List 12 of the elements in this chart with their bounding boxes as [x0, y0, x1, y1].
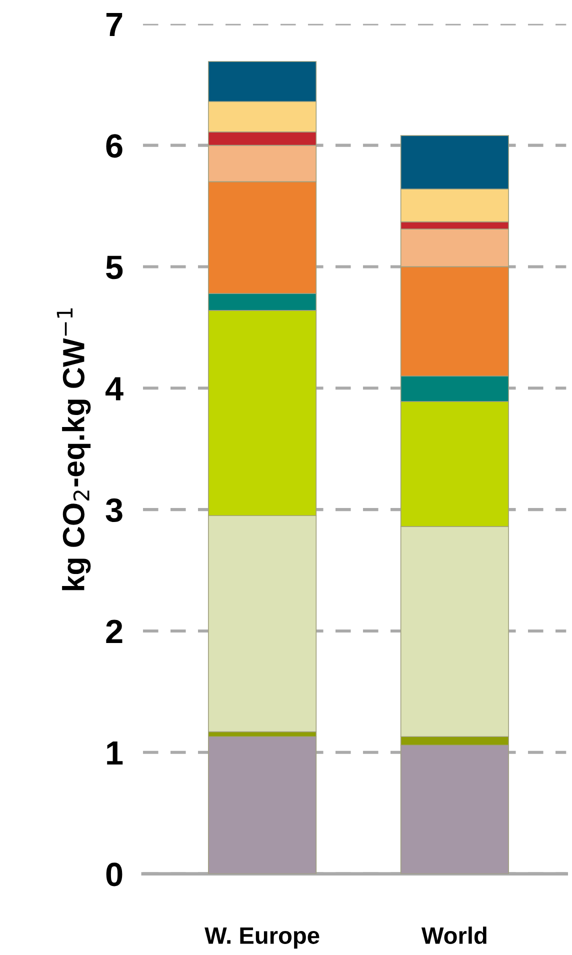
y-tick-label: 6: [106, 134, 122, 158]
y-tick-label: 5: [106, 256, 123, 280]
y-tick-label: 0: [106, 862, 122, 886]
y-tick-label: 3: [106, 498, 122, 522]
bar: [208, 736, 317, 874]
x-tick-label: World: [421, 926, 486, 944]
y-tick-label: 7: [106, 13, 122, 36]
y-tick-label: 4: [106, 377, 124, 400]
y-tick-label: 1: [107, 742, 123, 764]
x-tick-label: W. Europe: [204, 927, 320, 949]
y-axis-title: kg CO$_{2}$-eq.kg CW$^{−1}$: [56, 308, 91, 590]
y-tick-label: 2: [106, 620, 122, 644]
